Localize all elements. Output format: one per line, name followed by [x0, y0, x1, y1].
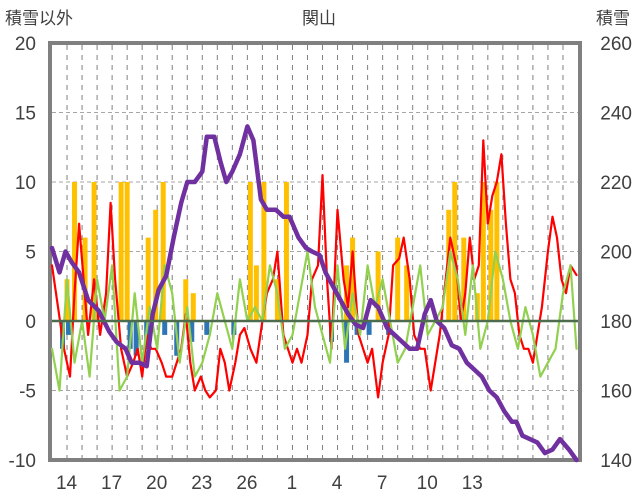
- right-tick-label: 160: [600, 382, 632, 403]
- x-tick-label: 26: [236, 473, 257, 494]
- right-tick-label: 200: [600, 243, 632, 264]
- left-tick-label: 20: [15, 34, 36, 55]
- chart-title: 関山: [302, 9, 336, 29]
- x-tick-label: 20: [146, 473, 167, 494]
- x-tick-label: 14: [56, 473, 78, 494]
- left-tick-label: -5: [19, 382, 36, 403]
- bar-mark: [183, 279, 189, 321]
- right-tick-label: 260: [600, 34, 632, 55]
- bar-mark: [66, 321, 72, 335]
- series-line-2: [50, 139, 578, 399]
- x-tick-label: 17: [101, 473, 122, 494]
- right-tick-label: 140: [600, 451, 632, 472]
- left-tick-label: 15: [15, 104, 36, 125]
- bar-mark: [204, 321, 210, 335]
- x-tick-label: 23: [191, 473, 212, 494]
- bar-mark: [190, 293, 196, 321]
- left-tick-label: 0: [25, 312, 36, 333]
- x-tick-label: 13: [462, 473, 483, 494]
- bar-mark: [494, 182, 500, 321]
- bar-mark: [404, 265, 410, 321]
- bar-mark: [72, 182, 78, 321]
- series-line-4: [49, 124, 579, 463]
- bar-mark: [395, 237, 401, 321]
- right-tick-label: 180: [600, 312, 632, 333]
- x-tick-label: 10: [417, 473, 438, 494]
- bar-mark: [189, 321, 195, 342]
- bar-mark: [461, 237, 467, 321]
- series-line-3: [50, 250, 578, 392]
- bar-mark: [153, 209, 159, 321]
- x-tick-label: 4: [332, 473, 343, 494]
- bar-mark: [283, 182, 289, 321]
- right-axis-label: 積雪: [596, 9, 630, 29]
- bar-mark: [480, 182, 486, 321]
- bar-mark: [247, 182, 253, 321]
- left-tick-label: -10: [9, 451, 36, 472]
- bar-mark: [375, 251, 381, 321]
- left-axis-label: 積雪以外: [5, 9, 73, 29]
- left-tick-label: 5: [25, 243, 36, 264]
- bar-mark: [160, 182, 166, 321]
- bar-mark: [124, 182, 130, 321]
- bar-mark: [350, 237, 356, 321]
- bar-mark: [162, 321, 168, 335]
- x-tick-label: 1: [287, 473, 298, 494]
- bar-mark: [261, 182, 267, 321]
- bar-mark: [82, 237, 88, 321]
- bar-mark: [253, 265, 259, 321]
- x-tick-label: 7: [377, 473, 388, 494]
- right-tick-label: 240: [600, 104, 632, 125]
- left-tick-label: 10: [15, 173, 36, 194]
- bar-mark: [64, 279, 70, 321]
- bar-mark: [366, 321, 372, 335]
- bar-mark: [133, 321, 139, 356]
- bar-mark: [488, 209, 494, 321]
- bar-mark: [145, 237, 151, 321]
- bar-mark: [91, 182, 97, 321]
- bar-mark: [452, 182, 458, 321]
- right-tick-label: 220: [600, 173, 632, 194]
- bar-mark: [118, 182, 124, 321]
